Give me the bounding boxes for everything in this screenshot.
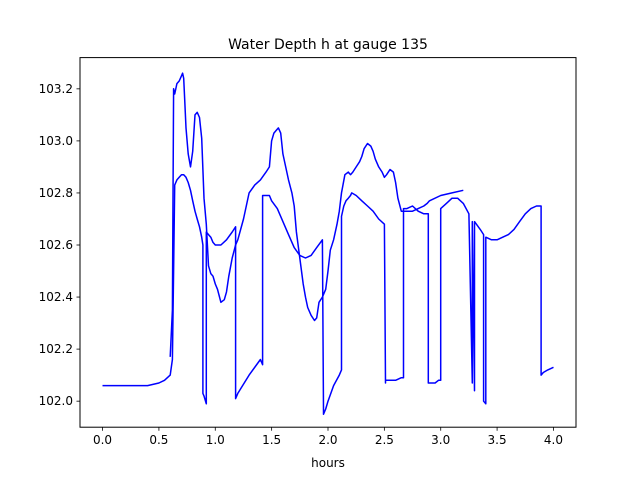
- x-tick-label: 4.0: [544, 433, 563, 447]
- y-tick-label: 102.8: [39, 186, 73, 200]
- x-axis-label: hours: [311, 456, 345, 470]
- y-tick-label: 103.0: [39, 134, 73, 148]
- series-line-2: [169, 72, 464, 357]
- x-tick-label: 2.5: [375, 433, 394, 447]
- x-tick-label: 0.0: [93, 433, 112, 447]
- y-tick-label: 103.2: [39, 82, 73, 96]
- y-axis-ticks: 102.0 102.2 102.4 102.6 102.8 103.0 103.2: [39, 82, 80, 408]
- x-tick-label: 0.5: [149, 433, 168, 447]
- y-tick-label: 102.2: [39, 342, 73, 356]
- y-tick-label: 102.4: [39, 290, 73, 304]
- x-tick-label: 2.0: [318, 433, 337, 447]
- x-tick-label: 3.5: [488, 433, 507, 447]
- y-tick-label: 102.0: [39, 394, 73, 408]
- series-line-1: [102, 173, 554, 415]
- x-tick-label: 3.0: [431, 433, 450, 447]
- chart-title: Water Depth h at gauge 135: [228, 37, 428, 53]
- x-axis-ticks: 0.0 0.5 1.0 1.5 2.0 2.5 3.0 3.5 4.0: [93, 427, 563, 447]
- x-tick-label: 1.0: [206, 433, 225, 447]
- y-tick-label: 102.6: [39, 238, 73, 252]
- series-layer: [102, 72, 554, 415]
- x-tick-label: 1.5: [262, 433, 281, 447]
